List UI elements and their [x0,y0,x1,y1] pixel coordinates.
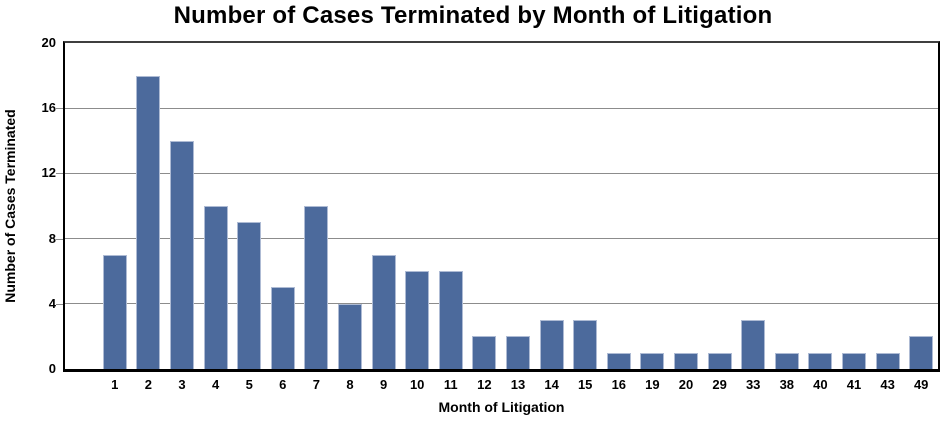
bar-month-2 [136,76,161,369]
y-axis-tick-12 [56,173,63,175]
bar-month-29 [707,353,732,369]
y-axis-tick-8 [56,238,63,240]
x-tick-label-3: 3 [178,377,186,392]
bar-month-6 [270,287,295,369]
x-tick-label-11: 11 [443,377,458,392]
bar-month-1 [102,255,127,369]
x-axis-title: Month of Litigation [438,399,565,415]
gridline-y12 [65,172,938,174]
x-tick-label-33: 33 [745,377,761,392]
bar-month-5 [237,222,262,369]
bar-month-12 [472,336,497,369]
y-axis-tick-16 [56,108,63,110]
x-tick-label-40: 40 [813,377,828,392]
x-tick-label-20: 20 [678,377,694,392]
y-tick-label-20: 20 [41,35,56,50]
y-axis-title: Number of Cases Terminated [2,109,18,303]
bar-month-40 [808,353,833,369]
bar-month-15 [573,320,598,369]
bar-month-19 [640,353,665,369]
bar-month-4 [203,206,228,369]
x-tick-label-41: 41 [846,377,862,392]
y-tick-label-12: 12 [41,165,56,181]
x-tick-label-2: 2 [144,377,152,392]
x-tick-label-16: 16 [611,377,627,392]
plot-area [63,41,940,372]
bar-month-43 [875,353,900,369]
gridline-y16 [65,107,938,109]
x-tick-label-10: 10 [409,377,425,392]
y-tick-label-16: 16 [41,100,56,116]
x-tick-label-9: 9 [379,377,388,392]
gridline-y8 [65,238,938,240]
bar-month-9 [371,255,396,369]
bar-month-33 [741,320,766,369]
x-tick-label-6: 6 [279,377,287,392]
bar-month-7 [304,206,329,369]
x-tick-label-38: 38 [779,377,795,392]
y-tick-label-8: 8 [48,230,56,246]
y-axis-tick-4 [56,303,63,305]
x-tick-label-12: 12 [477,377,492,392]
bar-month-41 [842,353,866,369]
bar-month-20 [674,353,698,369]
gridline-y4 [65,303,938,305]
x-tick-label-19: 19 [645,377,660,392]
x-tick-label-49: 49 [913,377,929,392]
bar-month-8 [338,304,362,369]
bar-month-14 [539,320,564,369]
x-tick-label-4: 4 [211,377,220,392]
x-tick-label-7: 7 [312,377,320,392]
x-tick-label-43: 43 [880,377,895,392]
x-tick-label-29: 29 [712,377,727,392]
bar-month-38 [774,353,799,369]
x-tick-label-8: 8 [346,377,354,392]
chart-title: Number of Cases Terminated by Month of L… [173,2,773,29]
y-tick-label-0: 0 [48,361,56,376]
x-tick-label-13: 13 [510,377,526,392]
bar-month-10 [405,271,430,369]
x-tick-label-15: 15 [577,377,593,392]
bar-month-13 [506,336,530,369]
x-tick-label-5: 5 [245,377,253,392]
y-tick-label-4: 4 [48,295,56,311]
x-tick-label-14: 14 [544,377,559,392]
bar-month-16 [606,353,631,369]
bar-month-3 [170,141,194,369]
bar-month-49 [909,336,934,369]
x-tick-label-1: 1 [111,377,119,392]
bar-month-11 [438,271,463,369]
